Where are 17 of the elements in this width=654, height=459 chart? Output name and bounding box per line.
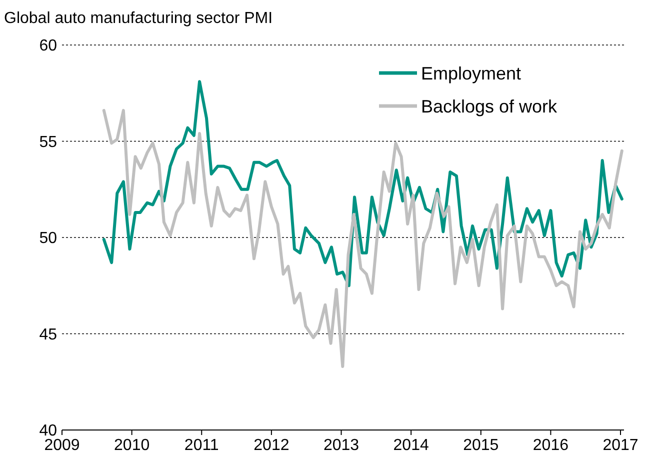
y-tick-label: 50 (39, 230, 58, 248)
legend-label: Employment (421, 63, 522, 84)
x-tick-label: 2009 (44, 437, 80, 454)
y-tick-label: 45 (39, 326, 58, 344)
legend-label: Backlogs of work (421, 96, 558, 116)
x-tick-label: 2016 (532, 437, 569, 454)
x-tick-label: 2010 (114, 437, 150, 454)
x-tick-label: 2015 (463, 437, 499, 454)
y-tick-label: 40 (39, 422, 58, 440)
x-tick-label: 2013 (323, 437, 360, 454)
y-tick-label: 55 (39, 134, 58, 151)
x-tick-label: 2012 (254, 437, 290, 454)
x-tick-label: 2017 (602, 437, 638, 454)
chart-title: Global auto manufacturing sector PMI (4, 10, 273, 27)
y-tick-label: 60 (39, 38, 58, 55)
x-tick-label: 2014 (393, 437, 429, 454)
x-tick-label: 2011 (184, 437, 219, 454)
